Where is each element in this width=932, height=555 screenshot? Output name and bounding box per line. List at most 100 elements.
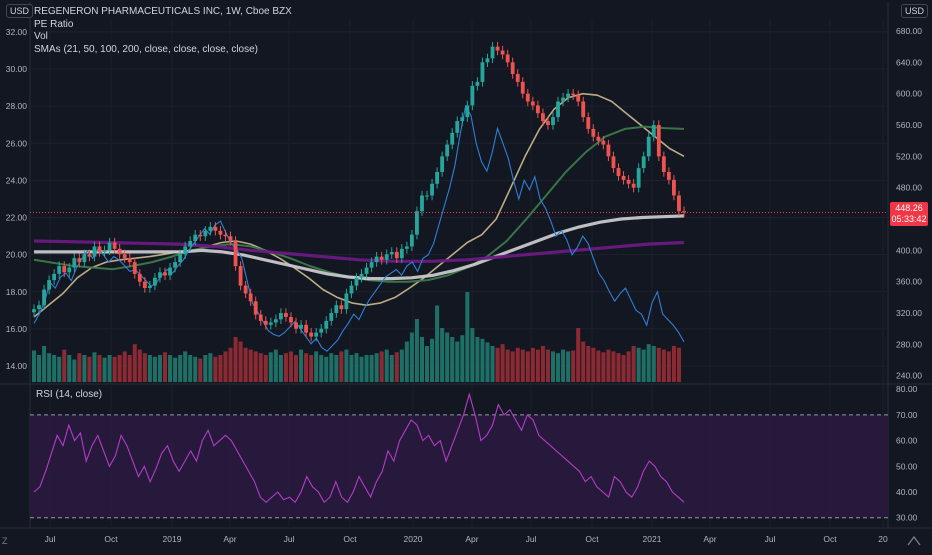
right-axis-tick-label: 240.00 <box>896 371 922 381</box>
left-axis-tick-label: 22.00 <box>6 213 28 223</box>
volume-bar <box>561 349 566 382</box>
volume-bar <box>576 328 581 382</box>
volume-bar <box>82 355 87 382</box>
volume-bar <box>495 347 500 382</box>
timezone-button[interactable]: Z <box>2 536 8 546</box>
candle-body <box>208 226 213 231</box>
x-axis-tick-label: Oct <box>823 534 837 544</box>
candle-body <box>460 117 465 122</box>
candle-body <box>646 136 651 157</box>
volume-bar <box>309 355 314 382</box>
candle-body <box>107 242 112 251</box>
legend-pe-ratio[interactable]: PE Ratio <box>34 18 74 30</box>
volume-bar <box>369 355 374 382</box>
candle-body <box>248 293 253 302</box>
volume-bar <box>646 344 651 382</box>
volume-bar <box>621 355 626 382</box>
volume-bar <box>636 347 641 382</box>
volume-bar <box>31 350 37 382</box>
volume-bar <box>450 337 455 382</box>
x-axis-tick-label: Apr <box>223 534 236 544</box>
volume-bar <box>233 337 238 382</box>
chart-settings-icon[interactable] <box>906 534 922 548</box>
right-currency-badge[interactable]: USD <box>901 4 929 18</box>
volume-bar <box>525 351 530 382</box>
right-axis-tick-label: 400.00 <box>896 245 922 255</box>
legend-smas[interactable]: SMAs (21, 50, 100, 200, close, close, cl… <box>34 43 258 55</box>
x-axis-tick-label: Apr <box>465 534 478 544</box>
candle-body <box>329 313 334 321</box>
rsi-legend[interactable]: RSI (14, close) <box>36 389 103 400</box>
volume-bar <box>37 355 42 382</box>
volume-bar <box>288 351 293 382</box>
candle-body <box>233 240 238 267</box>
candle-body <box>142 281 147 288</box>
candle-body <box>57 266 62 274</box>
right-axis-tick-label: 640.00 <box>896 57 922 67</box>
volume-bar <box>77 353 82 382</box>
right-axis-tick-label: 320.00 <box>896 308 922 318</box>
candle-body <box>314 332 319 337</box>
candle-body <box>354 277 359 286</box>
candle-body <box>571 93 576 96</box>
candle-body <box>490 46 495 59</box>
volume-bar <box>631 346 636 382</box>
candle-body <box>455 121 460 133</box>
x-axis-tick-label: Jul <box>45 534 56 544</box>
pe-ratio-line <box>33 104 685 352</box>
volume-bar <box>329 353 334 382</box>
candle-body <box>440 156 445 173</box>
volume-bar <box>399 349 404 382</box>
volume-bar <box>319 355 324 382</box>
x-axis-tick-label: 2020 <box>404 534 423 544</box>
right-axis-tick-label: 280.00 <box>896 339 922 349</box>
volume-bar <box>208 353 213 382</box>
candle-body <box>77 258 82 263</box>
left-axis-tick-label: 20.00 <box>6 250 28 260</box>
volume-bar <box>676 347 681 382</box>
volume-bar <box>253 351 258 382</box>
candle-body <box>364 267 369 274</box>
volume-bar <box>435 305 440 382</box>
candle-body <box>626 179 631 184</box>
legend-volume[interactable]: Vol <box>34 31 48 42</box>
candle-body <box>82 254 87 263</box>
candle-body <box>606 144 611 157</box>
volume-bar <box>132 344 137 382</box>
candle-body <box>309 332 314 337</box>
candle-body <box>475 81 480 86</box>
volume-bar <box>299 349 304 382</box>
volume-bar <box>470 328 475 382</box>
volume-bar <box>183 351 188 382</box>
candle-body <box>677 195 681 212</box>
rsi-tick-label: 70.00 <box>896 410 918 420</box>
volume-bar <box>102 357 107 382</box>
candle-body <box>137 273 142 282</box>
candle-body <box>304 324 309 333</box>
candle-body <box>425 195 429 197</box>
candle-body <box>344 293 349 310</box>
candle-body <box>581 101 586 118</box>
volume-bar <box>188 355 193 382</box>
candle-body <box>465 105 470 118</box>
volume-bar <box>304 353 309 382</box>
candle-body <box>621 175 626 180</box>
rsi-tick-label: 40.00 <box>896 487 918 497</box>
candle-body <box>591 128 596 137</box>
candle-body <box>284 313 288 317</box>
candle-body <box>223 234 228 237</box>
volume-bar <box>520 349 525 382</box>
candle-body <box>238 266 243 286</box>
candle-body <box>97 246 102 252</box>
rsi-tick-label: 50.00 <box>896 461 918 471</box>
left-currency-badge[interactable]: USD <box>6 4 34 18</box>
volume-bar <box>566 351 571 382</box>
candle-body <box>339 305 344 310</box>
volume-bar <box>384 349 389 382</box>
symbol-title[interactable]: REGENERON PHARMACEUTICALS INC, 1W, Cboe … <box>34 6 292 17</box>
volume-bar <box>515 347 520 382</box>
candle-body <box>117 248 122 255</box>
volume-bar <box>57 356 62 382</box>
x-axis-tick-label: Jul <box>526 534 537 544</box>
